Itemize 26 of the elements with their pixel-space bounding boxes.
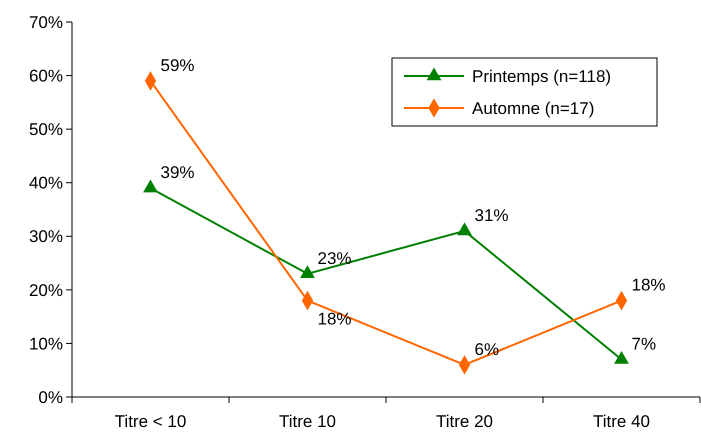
data-label: 7%: [632, 334, 656, 354]
point: [143, 180, 158, 192]
y-tick-label: 50%: [28, 120, 63, 140]
x-tick-label: Titre < 10: [114, 412, 186, 431]
y-tick-label: 10%: [28, 334, 63, 354]
y-tick-label: 0%: [38, 388, 63, 407]
x-tick-label: Titre 10: [278, 412, 336, 431]
y-tick-label: 60%: [28, 66, 63, 86]
x-tick-label: Titre 20: [436, 412, 494, 431]
y-tick-label: 30%: [28, 227, 63, 246]
data-label: 23%: [318, 248, 352, 268]
data-label: 39%: [160, 163, 195, 182]
data-label: 6%: [474, 340, 500, 359]
y-tick-label: 40%: [28, 174, 63, 193]
data-label: 18%: [318, 310, 352, 329]
data-label: 31%: [474, 206, 509, 225]
point: [457, 222, 472, 236]
y-tick-label: 20%: [28, 280, 63, 300]
point: [300, 265, 315, 278]
data-label: 18%: [632, 276, 666, 295]
x-tick-label: Titre 40: [592, 412, 650, 431]
legend-label: Printemps (n=118): [472, 67, 612, 86]
y-tick-label: 70%: [28, 12, 63, 32]
data-label: 59%: [160, 56, 195, 75]
point: [614, 350, 629, 364]
legend-label: Automne (n=17): [472, 99, 594, 118]
